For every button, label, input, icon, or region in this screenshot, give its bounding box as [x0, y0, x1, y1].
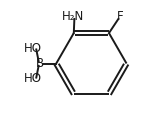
Text: F: F — [117, 10, 124, 23]
Text: HO: HO — [24, 72, 42, 85]
Text: H₂N: H₂N — [62, 10, 84, 23]
Text: B: B — [36, 57, 44, 70]
Text: HO: HO — [24, 42, 42, 55]
